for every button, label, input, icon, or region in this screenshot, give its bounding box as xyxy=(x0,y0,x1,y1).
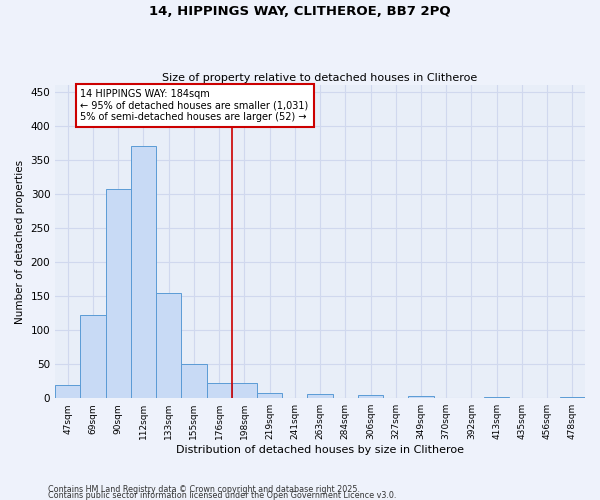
Bar xyxy=(181,364,206,398)
Bar xyxy=(307,394,332,398)
Bar xyxy=(131,146,156,398)
Bar xyxy=(106,188,131,398)
Bar xyxy=(80,314,106,398)
Bar xyxy=(409,396,434,398)
Text: 14, HIPPINGS WAY, CLITHEROE, BB7 2PQ: 14, HIPPINGS WAY, CLITHEROE, BB7 2PQ xyxy=(149,5,451,18)
Bar xyxy=(484,397,509,398)
Bar xyxy=(232,383,257,398)
Title: Size of property relative to detached houses in Clitheroe: Size of property relative to detached ho… xyxy=(163,73,478,83)
Text: Contains public sector information licensed under the Open Government Licence v3: Contains public sector information licen… xyxy=(48,492,397,500)
Bar xyxy=(257,394,282,398)
X-axis label: Distribution of detached houses by size in Clitheroe: Distribution of detached houses by size … xyxy=(176,445,464,455)
Bar xyxy=(156,294,181,398)
Y-axis label: Number of detached properties: Number of detached properties xyxy=(15,160,25,324)
Bar xyxy=(206,382,232,398)
Text: Contains HM Land Registry data © Crown copyright and database right 2025.: Contains HM Land Registry data © Crown c… xyxy=(48,486,360,494)
Bar xyxy=(55,384,80,398)
Text: 14 HIPPINGS WAY: 184sqm
← 95% of detached houses are smaller (1,031)
5% of semi-: 14 HIPPINGS WAY: 184sqm ← 95% of detache… xyxy=(80,88,308,122)
Bar xyxy=(560,397,585,398)
Bar xyxy=(358,395,383,398)
